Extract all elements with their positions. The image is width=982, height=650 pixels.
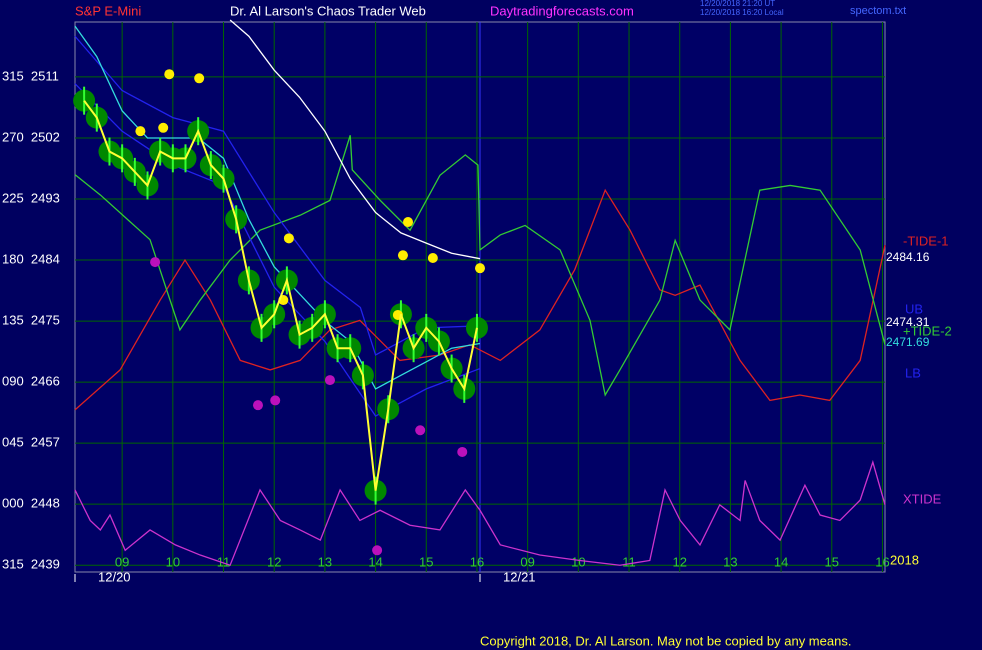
- series-line: [74, 188, 886, 411]
- price-line: [83, 100, 478, 491]
- date-label: 12/21: [503, 569, 536, 584]
- series-line: [229, 19, 481, 260]
- y-tick-label: 090 2466: [2, 374, 60, 389]
- x-tick-label: 09: [520, 554, 534, 569]
- x-tick-label: 15: [825, 554, 839, 569]
- date-label: 12/20: [98, 569, 131, 584]
- legend-label: XTIDE: [903, 491, 942, 506]
- low-dot: [415, 425, 426, 436]
- x-tick-label: 13: [318, 554, 332, 569]
- high-dot: [135, 126, 146, 137]
- low-dot: [324, 375, 335, 386]
- y-tick-label: 315 2511: [2, 68, 59, 83]
- timestamp: 12/20/2018 21:20 UT: [700, 0, 775, 8]
- x-tick-label: 11: [622, 554, 636, 569]
- y-tick-label: 180 2484: [2, 251, 60, 266]
- x-tick-label: 09: [115, 554, 129, 569]
- legend-label: -TIDE-1: [903, 233, 949, 248]
- high-dot: [397, 250, 408, 261]
- x-tick-label: 14: [368, 554, 382, 569]
- y-tick-label: 270 2502: [2, 129, 60, 144]
- low-dot: [457, 446, 468, 457]
- series-line: [74, 135, 886, 397]
- high-dot: [283, 233, 294, 244]
- low-dot: [252, 400, 263, 411]
- y-tick-label: 315 2439: [2, 557, 60, 572]
- x-tick-label: 10: [166, 554, 180, 569]
- legend-label: LB: [905, 365, 921, 380]
- low-dot: [270, 395, 281, 406]
- timestamp: 12/20/2018 16:20 Local: [700, 8, 784, 17]
- x-tick-label: 16: [875, 554, 889, 569]
- y-tick-label: 225 2493: [2, 190, 60, 205]
- x-tick-label: 16: [470, 554, 484, 569]
- x-tick-label: 14: [774, 554, 788, 569]
- high-dot: [475, 263, 485, 274]
- copyright: Copyright 2018, Dr. Al Larson. May not b…: [480, 633, 851, 648]
- high-dot: [194, 73, 205, 84]
- chart-subtitle: S&P E-Mini: [75, 3, 141, 18]
- y-tick-label: 000 2448: [2, 496, 60, 511]
- x-tick-label: 11: [217, 554, 231, 569]
- x-tick-label: 12: [267, 554, 281, 569]
- low-dot: [372, 545, 383, 556]
- chart-title: Dr. Al Larson's Chaos Trader Web: [230, 3, 426, 18]
- legend-label: UB: [905, 301, 923, 316]
- file-name: spectom.txt: [850, 5, 906, 17]
- last-value-label: 2484.16: [886, 250, 930, 264]
- series-line: [74, 459, 886, 567]
- website: Daytradingforecasts.com: [490, 3, 634, 18]
- last-value-label: 2474.31: [886, 315, 930, 329]
- x-tick-label: 12: [672, 554, 686, 569]
- high-dot: [427, 253, 438, 264]
- y-tick-label: 045 2457: [2, 435, 60, 450]
- year-label: 2018: [890, 552, 919, 567]
- x-tick-label: 15: [419, 554, 433, 569]
- y-tick-label: 135 2475: [2, 313, 60, 328]
- high-dot: [164, 69, 175, 80]
- series-line: [74, 83, 481, 417]
- high-dot: [158, 122, 169, 133]
- low-dot: [150, 257, 161, 268]
- high-dot: [403, 217, 414, 228]
- last-value-label: 2471.69: [886, 335, 930, 349]
- x-tick-label: 10: [571, 554, 585, 569]
- x-tick-label: 13: [723, 554, 737, 569]
- legend-label: +TIDE-2: [903, 323, 952, 338]
